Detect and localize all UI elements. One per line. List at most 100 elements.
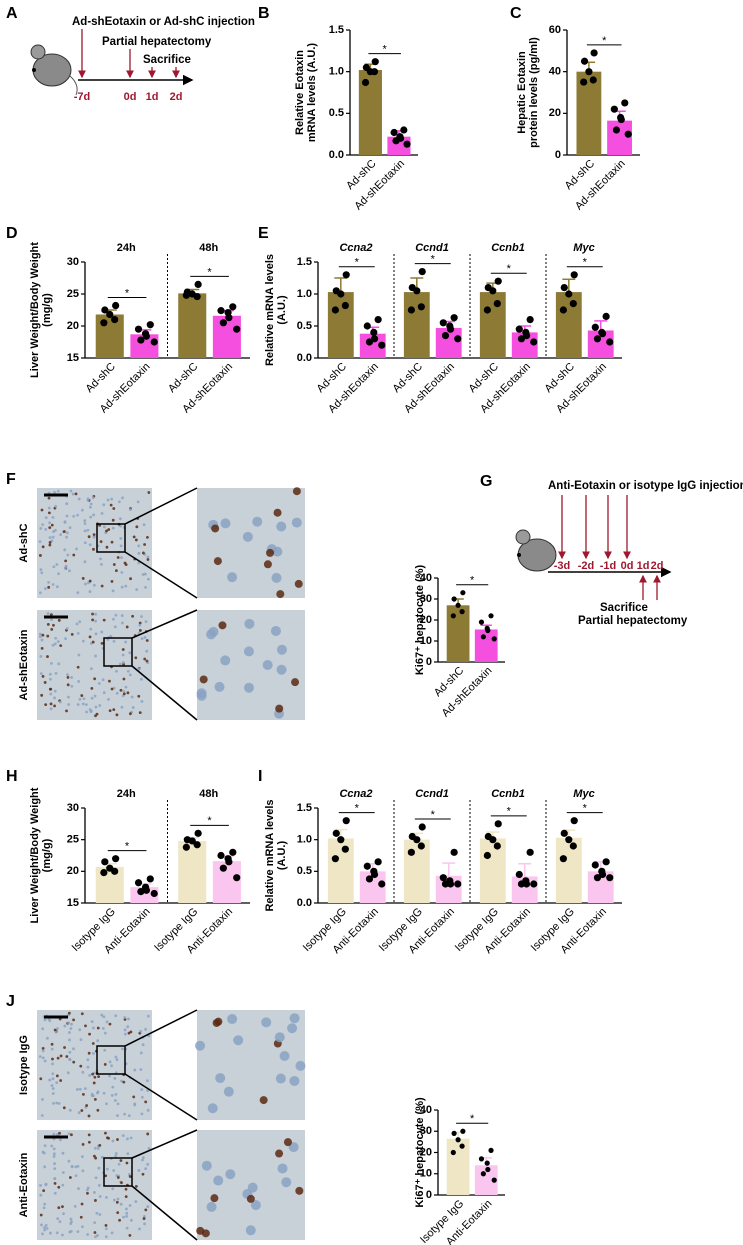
nucleus — [53, 1181, 57, 1185]
nucleus — [196, 690, 207, 701]
data-point — [610, 105, 618, 113]
y-tick-label: 0.0 — [297, 352, 312, 364]
data-point — [100, 869, 108, 877]
data-point — [341, 301, 349, 310]
nucleus — [199, 675, 208, 684]
data-point — [478, 619, 485, 625]
nucleus — [47, 496, 51, 500]
nucleus — [61, 1205, 64, 1209]
timeline-text: Partial hepatectomy — [102, 36, 212, 48]
nucleus — [47, 585, 51, 589]
nucleus — [40, 646, 44, 650]
nucleus — [54, 1030, 58, 1034]
bar — [435, 327, 462, 358]
nucleus — [57, 1206, 61, 1210]
nucleus — [114, 569, 118, 573]
nucleus — [97, 1166, 101, 1170]
nucleus — [43, 1226, 46, 1229]
nucleus — [76, 1230, 80, 1234]
timeline-text: Partial hepatectomy — [578, 615, 688, 627]
data-point — [483, 306, 491, 314]
nucleus — [83, 529, 87, 533]
nucleus — [144, 585, 147, 589]
nucleus — [144, 1027, 147, 1031]
zoom-box — [103, 637, 133, 667]
nucleus — [94, 1156, 98, 1160]
nucleus — [58, 700, 62, 704]
nucleus — [56, 489, 60, 493]
nucleus — [110, 540, 114, 544]
nucleus — [43, 1228, 47, 1232]
y-tick-label: 0.5 — [297, 320, 312, 332]
data-point — [569, 300, 577, 308]
nucleus — [69, 1217, 73, 1221]
data-point — [413, 836, 421, 844]
nucleus — [120, 705, 124, 709]
nucleus — [96, 1091, 99, 1095]
data-point — [331, 855, 339, 863]
data-point — [459, 1143, 465, 1149]
data-point — [530, 338, 538, 346]
nucleus — [79, 1215, 83, 1219]
nucleus — [53, 696, 56, 700]
nucleus — [105, 1167, 109, 1171]
data-point — [378, 880, 386, 888]
y-tick-label: 0.5 — [297, 865, 312, 877]
nucleus — [125, 625, 129, 629]
data-point — [602, 312, 610, 320]
nucleus — [54, 636, 58, 640]
significance: * — [470, 1113, 475, 1125]
bar — [327, 292, 354, 358]
y-tick-label: 30 — [67, 802, 79, 814]
data-point — [418, 268, 426, 276]
nucleus — [67, 695, 70, 699]
y-tick-label: 1.0 — [329, 66, 344, 78]
nucleus — [117, 1162, 121, 1166]
nucleus — [100, 1155, 104, 1159]
nucleus — [44, 1183, 48, 1187]
nucleus — [102, 525, 106, 529]
y-axis-label: Ki67⁺ hepatocyte (%) — [414, 1097, 426, 1208]
nucleus — [48, 1019, 52, 1023]
nucleus — [81, 639, 85, 643]
nucleus — [214, 681, 225, 692]
nucleus — [106, 1136, 109, 1140]
nucleus — [213, 1175, 224, 1186]
nucleus — [141, 1158, 144, 1162]
nucleus — [83, 560, 87, 564]
nucleus — [114, 1092, 118, 1096]
significance: * — [355, 257, 360, 269]
significance: * — [583, 803, 588, 815]
nucleus — [50, 523, 54, 527]
micrograph — [37, 488, 152, 598]
nucleus — [120, 1047, 124, 1051]
nucleus — [52, 623, 55, 627]
nucleus — [125, 1211, 129, 1215]
group-title: Ccna2 — [339, 242, 372, 254]
nucleus — [67, 1011, 71, 1015]
group-title: 48h — [199, 242, 218, 254]
nucleus — [84, 1024, 87, 1028]
significance: * — [507, 806, 512, 818]
nucleus — [137, 667, 141, 671]
nucleus — [89, 667, 93, 671]
nucleus — [67, 703, 71, 706]
nucleus — [271, 572, 282, 583]
nucleus — [126, 669, 130, 673]
nucleus — [294, 579, 303, 588]
group-title: Myc — [573, 788, 594, 800]
nucleus — [126, 691, 130, 695]
nucleus — [114, 1014, 118, 1018]
nucleus — [112, 639, 116, 643]
nucleus — [65, 709, 68, 713]
nucleus — [275, 704, 284, 713]
y-tick-label: 20 — [67, 320, 79, 332]
nucleus — [122, 1215, 125, 1219]
nucleus — [89, 710, 93, 714]
data-point — [451, 1130, 457, 1136]
y-tick-label: 1.5 — [297, 802, 312, 814]
nucleus — [93, 677, 97, 681]
nucleus — [279, 1050, 290, 1061]
nucleus — [104, 1227, 108, 1231]
data-point — [374, 316, 382, 324]
